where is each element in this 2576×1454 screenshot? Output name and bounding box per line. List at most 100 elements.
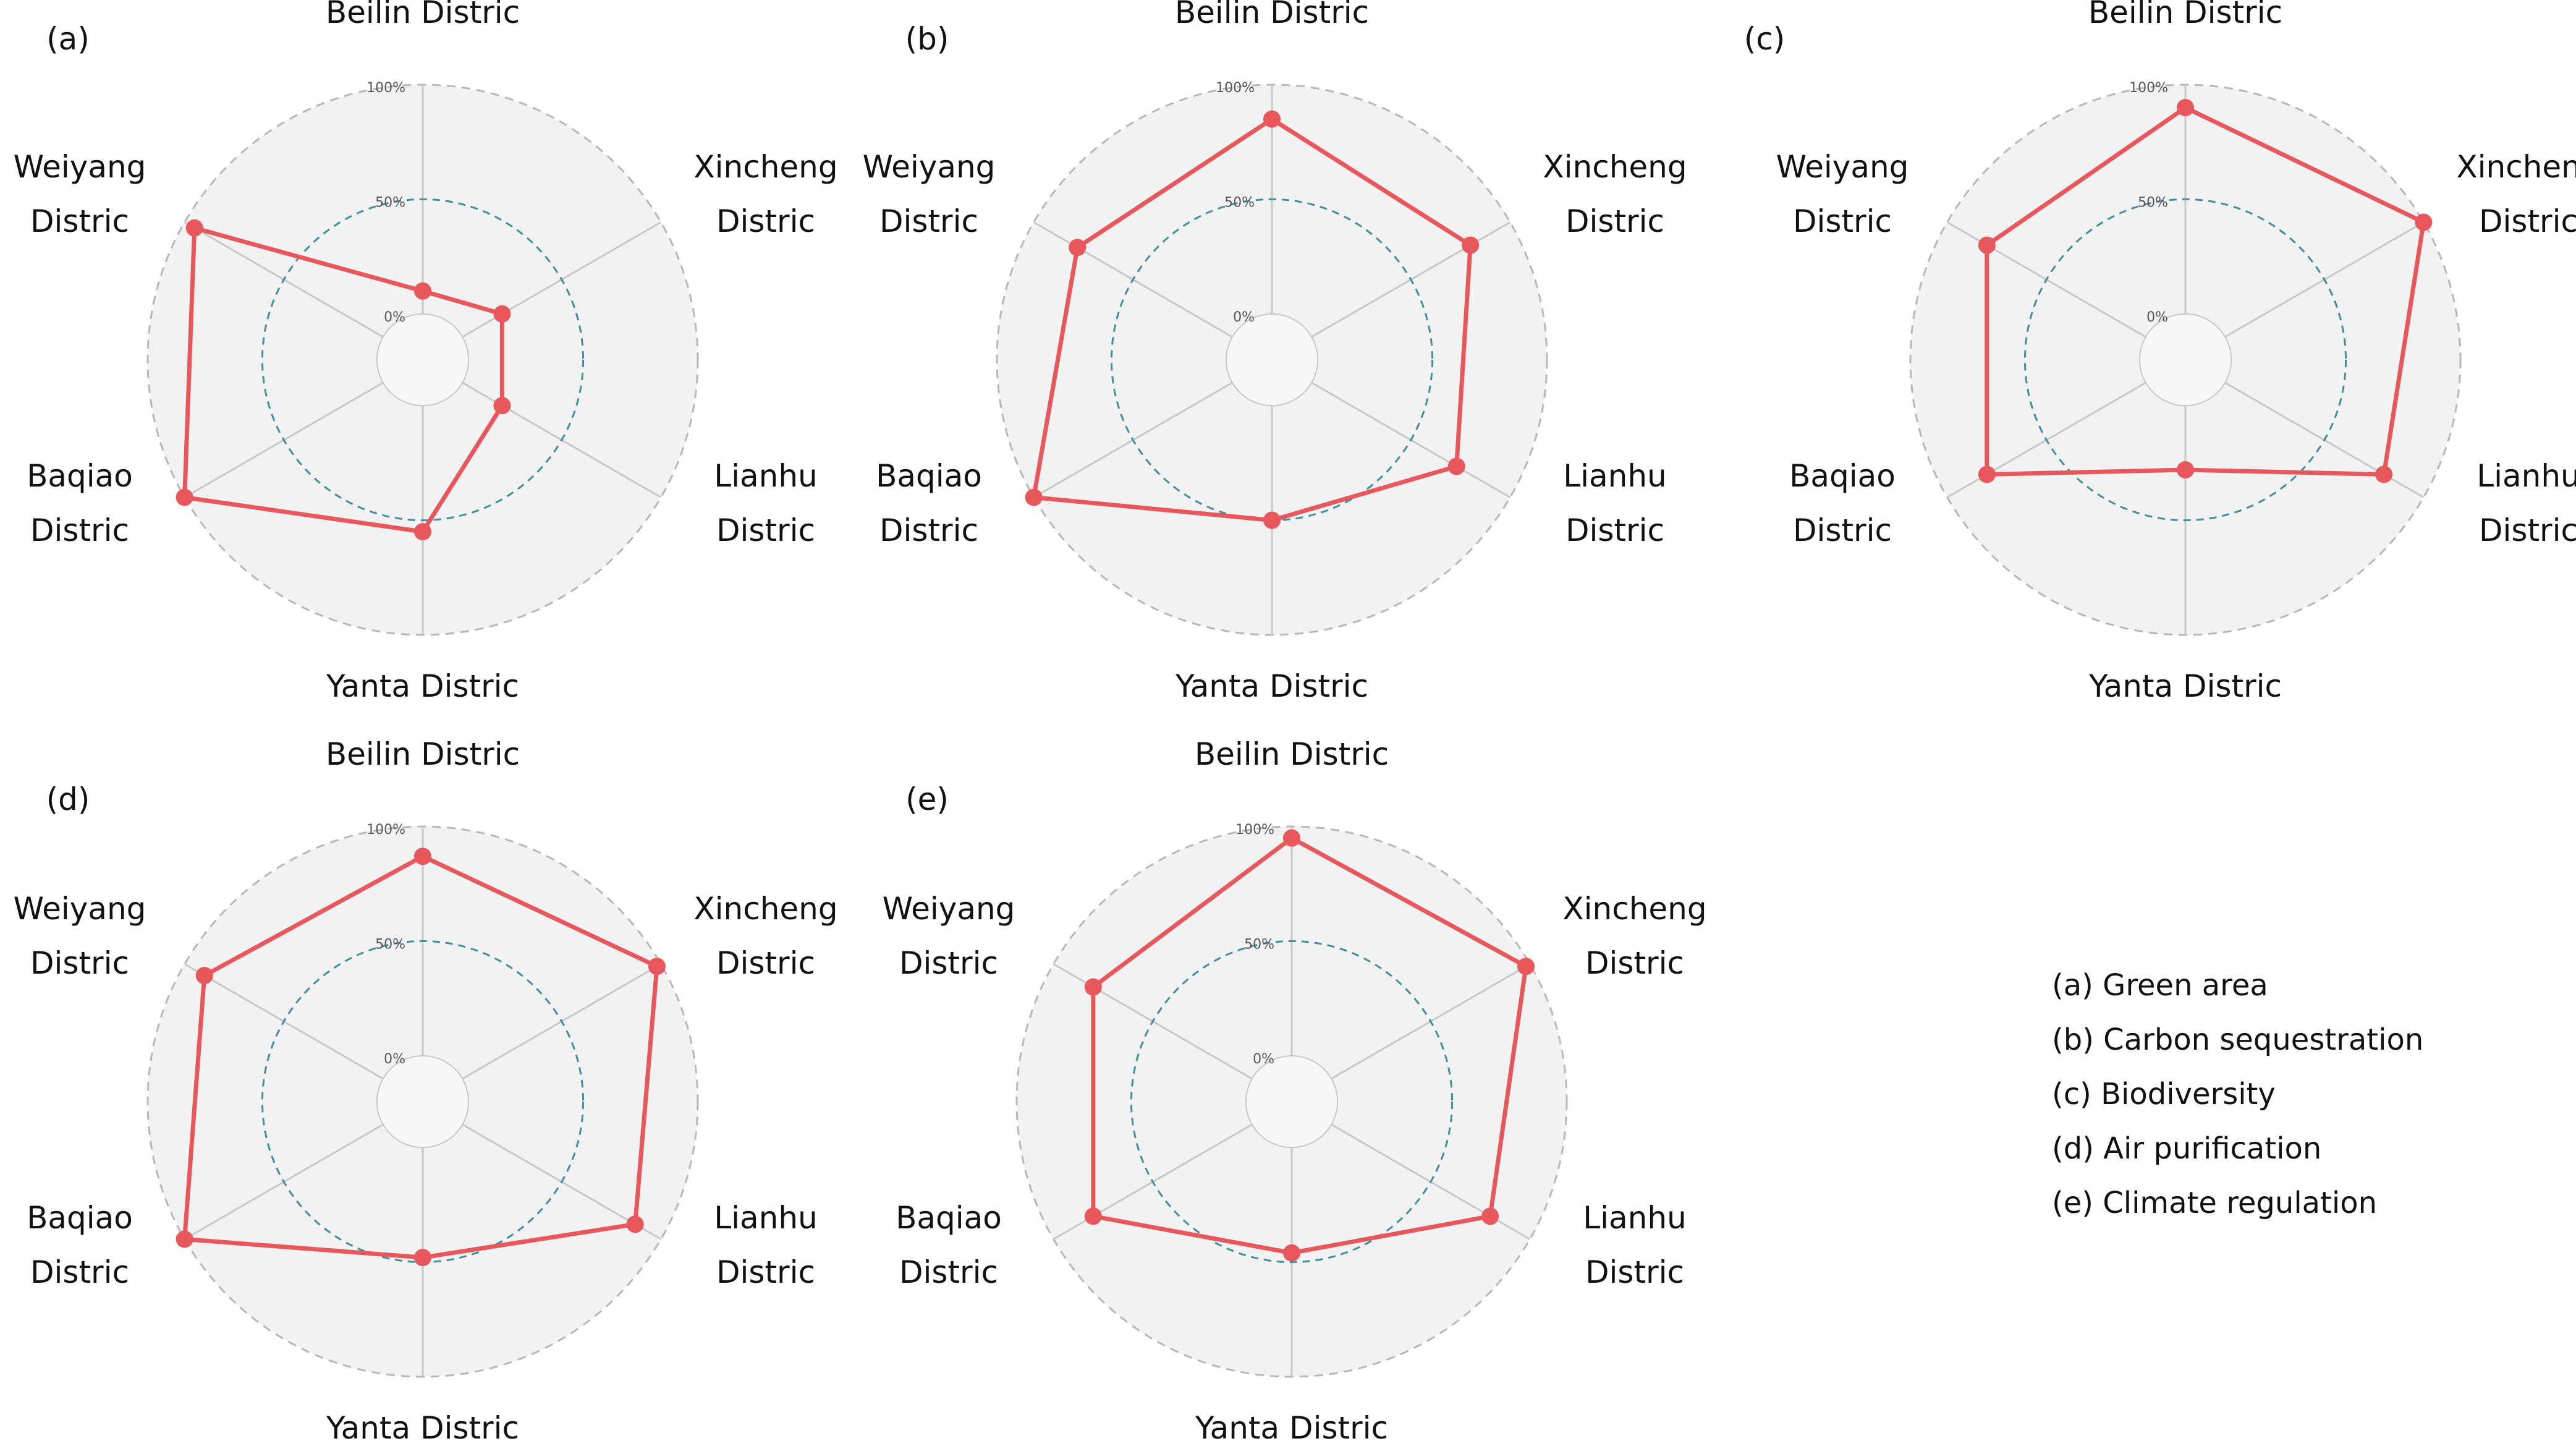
radar-ring-0 xyxy=(1245,1055,1339,1149)
data-point-weiyang-distric xyxy=(1069,239,1087,257)
category-label-baqiao-distric: Baqiao Distric xyxy=(1789,458,1896,548)
data-point-baqiao-distric xyxy=(1978,466,1996,483)
data-point-xincheng-distric xyxy=(1462,236,1480,254)
data-point-xincheng-distric xyxy=(2415,213,2433,231)
category-label-beilin-distric: Beilin Distric xyxy=(1175,0,1369,30)
category-label-lianhu-distric: Lianhu Distric xyxy=(2476,458,2576,548)
legend-item-e: (e) Climate regulation xyxy=(2052,1186,2378,1220)
data-point-beilin-distric xyxy=(414,848,431,865)
ring-label-0: 0% xyxy=(384,310,405,325)
ring-label-50: 50% xyxy=(1244,937,1274,952)
data-point-beilin-distric xyxy=(1283,829,1300,847)
data-point-xincheng-distric xyxy=(493,305,511,323)
legend-item-b: (b) Carbon sequestration xyxy=(2052,1022,2424,1057)
ring-label-100: 100% xyxy=(366,822,405,838)
data-point-weiyang-distric xyxy=(185,219,203,237)
data-point-yanta-distric xyxy=(1263,511,1281,529)
data-point-weiyang-distric xyxy=(1978,236,1996,254)
radar-ring-0 xyxy=(376,1055,470,1149)
ring-label-100: 100% xyxy=(366,80,405,96)
category-label-baqiao-distric: Baqiao Distric xyxy=(876,458,982,548)
category-label-baqiao-distric: Baqiao Distric xyxy=(896,1200,1002,1290)
ring-label-100: 100% xyxy=(1216,80,1255,96)
category-label-yanta-distric: Yanta Distric xyxy=(326,668,519,704)
category-label-weiyang-distric: Weiyang Distric xyxy=(863,149,996,239)
data-point-baqiao-distric xyxy=(1084,1207,1102,1225)
category-label-beilin-distric: Beilin Distric xyxy=(326,0,520,30)
radar-panel-d: 0% 50% 100% Beilin Distric Xincheng Distric Li… xyxy=(14,736,838,1446)
ring-label-50: 50% xyxy=(375,195,405,210)
radar-ring-0 xyxy=(1225,313,1319,407)
panel-label-c: (c) xyxy=(1744,21,1786,57)
panel-label-e: (e) xyxy=(905,781,949,817)
data-point-xincheng-distric xyxy=(648,958,666,976)
data-point-baqiao-distric xyxy=(176,1230,193,1248)
data-point-yanta-distric xyxy=(414,1249,431,1267)
data-point-beilin-distric xyxy=(2177,99,2194,117)
data-point-baqiao-distric xyxy=(176,488,193,506)
panel-label-d: (d) xyxy=(46,781,90,817)
ring-label-0: 0% xyxy=(1253,1052,1274,1067)
data-point-lianhu-distric xyxy=(493,397,511,415)
radar-panel-b: 0% 50% 100% Beilin Distric Xincheng Distric Li… xyxy=(863,0,1687,704)
radar-ring-50 xyxy=(2023,198,2347,522)
category-label-lianhu-distric: Lianhu Distric xyxy=(714,458,817,548)
ring-label-0: 0% xyxy=(384,1052,405,1067)
ring-label-0: 0% xyxy=(1233,310,1255,325)
radar-ring-0 xyxy=(2138,313,2232,407)
data-point-yanta-distric xyxy=(1283,1244,1300,1262)
legend-item-d: (d) Air purification xyxy=(2052,1131,2322,1166)
legend-item-c: (c) Biodiversity xyxy=(2052,1077,2276,1112)
panel-label-a: (a) xyxy=(46,21,90,57)
category-label-lianhu-distric: Lianhu Distric xyxy=(1563,458,1666,548)
radar-ring-50 xyxy=(1130,940,1454,1264)
legend: (a) Green area (b) Carbon sequestration … xyxy=(2052,958,2423,1230)
category-label-beilin-distric: Beilin Distric xyxy=(326,736,520,772)
data-point-beilin-distric xyxy=(414,282,431,300)
ring-label-50: 50% xyxy=(1224,195,1255,210)
radar-panel-e: 0% 50% 100% Beilin Distric Xincheng Distric Li… xyxy=(883,736,1707,1446)
category-label-weiyang-distric: Weiyang Distric xyxy=(14,149,146,239)
ring-label-50: 50% xyxy=(2138,195,2168,210)
radar-ring-50 xyxy=(261,198,585,522)
legend-item-a: (a) Green area xyxy=(2052,968,2268,1003)
data-point-beilin-distric xyxy=(1263,110,1281,128)
category-label-beilin-distric: Beilin Distric xyxy=(1195,736,1389,772)
data-point-weiyang-distric xyxy=(195,967,213,985)
data-point-baqiao-distric xyxy=(1025,488,1043,506)
data-point-lianhu-distric xyxy=(1447,457,1465,475)
data-point-lianhu-distric xyxy=(626,1215,644,1233)
data-point-yanta-distric xyxy=(2177,461,2194,478)
category-label-weiyang-distric: Weiyang Distric xyxy=(1776,149,1909,239)
ring-label-0: 0% xyxy=(2146,310,2168,325)
panel-label-b: (b) xyxy=(905,21,949,57)
category-label-weiyang-distric: Weiyang Distric xyxy=(883,891,1015,981)
data-point-weiyang-distric xyxy=(1084,978,1102,996)
ring-label-100: 100% xyxy=(2129,80,2168,96)
category-label-yanta-distric: Yanta Distric xyxy=(2088,668,2282,704)
category-label-weiyang-distric: Weiyang Distric xyxy=(14,891,146,981)
category-label-baqiao-distric: Baqiao Distric xyxy=(27,1200,133,1290)
category-label-yanta-distric: Yanta Distric xyxy=(1195,1410,1388,1446)
category-label-beilin-distric: Beilin Distric xyxy=(2088,0,2282,30)
category-label-yanta-distric: Yanta Distric xyxy=(1175,668,1368,704)
radar-panel-a: 0% 50% 100% Beilin Distric Xincheng Distric Li… xyxy=(14,0,838,704)
data-point-lianhu-distric xyxy=(1481,1207,1499,1225)
category-label-baqiao-distric: Baqiao Distric xyxy=(27,458,133,548)
category-label-yanta-distric: Yanta Distric xyxy=(326,1410,519,1446)
data-point-lianhu-distric xyxy=(2375,466,2393,483)
data-point-yanta-distric xyxy=(414,523,431,541)
radar-ring-0 xyxy=(376,313,470,407)
ring-label-50: 50% xyxy=(375,937,405,952)
data-point-xincheng-distric xyxy=(1517,958,1535,976)
category-label-lianhu-distric: Lianhu Distric xyxy=(1583,1200,1686,1290)
ring-label-100: 100% xyxy=(1235,822,1274,838)
category-label-lianhu-distric: Lianhu Distric xyxy=(714,1200,817,1290)
